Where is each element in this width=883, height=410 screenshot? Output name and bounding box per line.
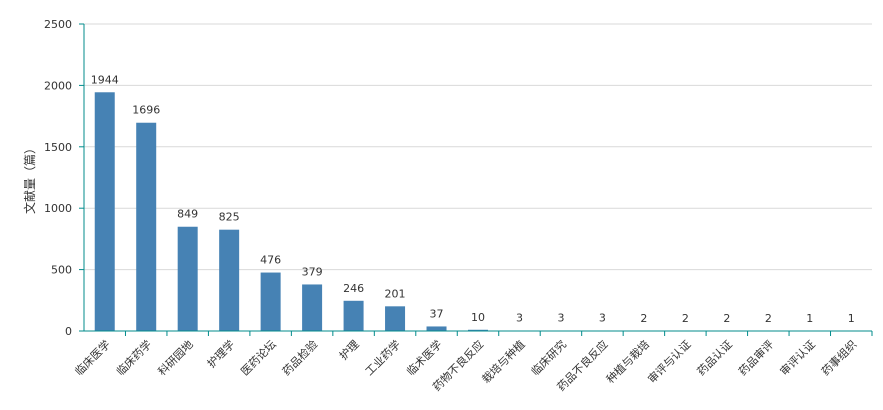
bar	[385, 306, 406, 331]
x-category-label: 审评与认证	[645, 337, 694, 386]
data-label: 3	[557, 312, 564, 325]
bar	[343, 300, 364, 331]
data-label: 3	[599, 312, 606, 325]
y-tick-label: 2500	[44, 18, 72, 31]
bar	[468, 329, 488, 331]
data-label: 2	[765, 312, 772, 325]
x-category-label: 临术医学	[404, 337, 445, 378]
x-category-label: 临床医学	[72, 337, 113, 378]
data-label: 2	[723, 312, 730, 325]
x-category-label: 科研园地	[155, 337, 196, 378]
y-tick-label: 1000	[44, 202, 72, 215]
data-label: 2	[640, 312, 647, 325]
x-category-label: 药事组织	[818, 337, 859, 378]
y-tick-label: 0	[65, 325, 72, 338]
data-labels: 1944 1696 849 825 476 379 246 201 37 10 3 3 3 2 2 2 2 1 1	[91, 73, 855, 325]
x-category-label: 栽培与种植	[479, 337, 528, 386]
y-axis-ticks: 0 500 1000 1500 2000 2500	[44, 18, 84, 338]
x-category-label: 护理学	[204, 337, 237, 370]
x-category-label: 药品认证	[695, 338, 735, 378]
bar	[302, 284, 323, 331]
bars	[94, 92, 862, 332]
data-label: 1944	[91, 73, 119, 86]
data-label: 3	[516, 312, 523, 325]
bar	[219, 229, 240, 331]
x-category-label: 医药论坛	[238, 337, 279, 378]
data-label: 37	[430, 307, 444, 320]
data-label: 379	[302, 265, 323, 278]
data-label: 2	[682, 312, 689, 325]
data-label: 10	[471, 311, 485, 324]
y-tick-label: 500	[51, 264, 72, 277]
x-axis-categories: 临床医学 临床药学 科研园地 护理学 医药论坛 药品检验 护理 工业药学 临术医学药物不良反应栽…	[72, 331, 873, 394]
x-category-label: 药品检验	[279, 337, 320, 378]
data-label: 201	[385, 287, 406, 300]
bar	[177, 226, 198, 331]
x-category-label: 护理	[336, 337, 361, 362]
data-label: 476	[260, 254, 281, 267]
data-label: 1696	[132, 104, 160, 117]
y-axis-label: 文献量（篇）	[22, 142, 37, 214]
y-tick-label: 2000	[44, 79, 72, 92]
y-tick-label: 1500	[44, 141, 72, 154]
bar	[260, 272, 281, 331]
data-label: 825	[219, 211, 240, 224]
data-label: 246	[343, 282, 364, 295]
x-category-label: 临床研究	[528, 337, 569, 378]
x-category-label: 工业药学	[362, 337, 403, 378]
x-category-label: 审评认证	[777, 337, 818, 378]
bar	[426, 326, 447, 331]
x-category-label: 药品审评	[735, 337, 776, 378]
bar	[136, 122, 157, 331]
data-label: 849	[177, 208, 198, 221]
data-label: 1	[806, 312, 813, 325]
x-category-label: 临床药学	[113, 337, 154, 378]
grid-lines	[84, 23, 872, 271]
x-category-label: 种植与栽培	[603, 337, 652, 386]
data-label: 1	[848, 312, 855, 325]
bar	[94, 92, 115, 332]
